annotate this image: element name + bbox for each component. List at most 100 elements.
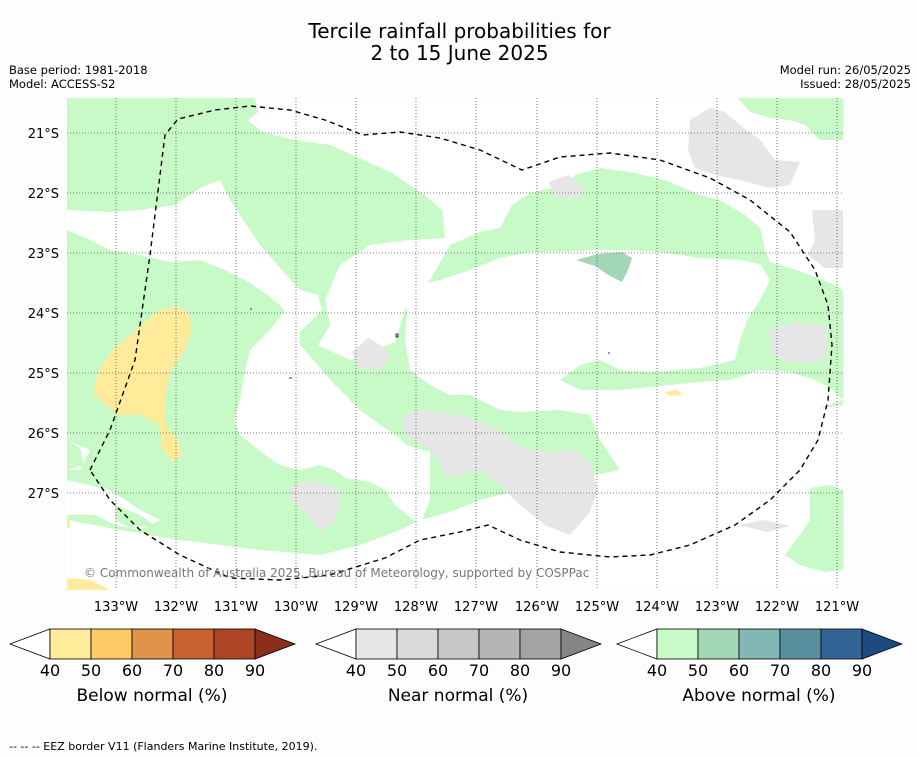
colorbar-under-triangle [8, 628, 51, 660]
copyright-text: © Commonwealth of Australia 2025, Bureau… [84, 566, 589, 580]
colorbar-segment [49, 628, 92, 660]
colorbar-over-triangle [861, 628, 904, 660]
near-normal-south-central [402, 410, 598, 535]
colorbar-segment [519, 628, 562, 660]
issued-date: Issued: 28/05/2025 [800, 77, 911, 91]
colorbar-tick-label: 60 [729, 661, 749, 680]
lon-label: 121°W [815, 600, 859, 615]
colorbar-segment [697, 628, 740, 660]
lon-label: 133°W [94, 600, 138, 615]
base-period: Base period: 1981-2018 [9, 63, 148, 77]
colorbar: 40 50 60 70 80 90 [8, 628, 297, 680]
colorbar-segment [656, 628, 699, 660]
lat-label: 21°S [28, 127, 59, 142]
neutral-region-east [405, 250, 843, 500]
map-title: Tercile rainfall probabilities for 2 to … [0, 20, 919, 64]
graticule [67, 98, 843, 590]
near-normal-south-west [290, 480, 342, 532]
below-normal-south [67, 578, 110, 590]
colorbar-under-triangle [615, 628, 658, 660]
colorbar-tick-label: 50 [81, 661, 101, 680]
above-normal-50-patch [576, 252, 632, 282]
below-normal-west [93, 307, 192, 462]
longitude-labels: 133°W 132°W 131°W 130°W 129°W 128°W 127°… [94, 600, 859, 615]
lat-label: 26°S [28, 427, 59, 442]
neutral-region-top [386, 98, 700, 150]
colorbar-segment [437, 628, 480, 660]
colorbar: 40 50 60 70 80 90 [615, 628, 904, 680]
colorbar-segment [738, 628, 781, 660]
meta-right: Model run: 26/05/2025 Issued: 28/05/2025 [780, 63, 911, 91]
lon-label: 127°W [454, 600, 498, 615]
island-1 [395, 333, 399, 338]
map-panel: © Commonwealth of Australia 2025, Bureau… [67, 98, 843, 590]
neutral-region-south [67, 405, 843, 590]
colorbar-title-below: Below normal (%) [76, 686, 228, 706]
colorbar-tick-label: 40 [40, 661, 60, 680]
colorbar-title-near: Near normal (%) [387, 686, 529, 706]
above-normal-patch-west [67, 235, 88, 470]
colorbar-segment [131, 628, 174, 660]
footer-note: -- -- -- EEZ border V11 (Flanders Marine… [9, 740, 318, 753]
colorbar-tick-label: 90 [852, 661, 872, 680]
colorbar-segment [213, 628, 256, 660]
below-normal-west-sliver [67, 517, 70, 528]
colorbar-segment [478, 628, 521, 660]
colorbar-segment [820, 628, 863, 660]
colorbar-tick-label: 90 [551, 661, 571, 680]
colorbar-segment [90, 628, 133, 660]
colorbar-tick-label: 60 [428, 661, 448, 680]
colorbar-tick-label: 70 [163, 661, 183, 680]
colorbar-segment [396, 628, 439, 660]
colorbar-segment [355, 628, 398, 660]
colorbar-tick-label: 90 [245, 661, 265, 680]
near-normal-ne-edge [808, 210, 843, 268]
eez-border [89, 105, 833, 581]
lon-label: 123°W [695, 600, 739, 615]
lon-label: 124°W [635, 600, 679, 615]
lon-label: 130°W [274, 600, 318, 615]
latitude-labels: 21°S 22°S 23°S 24°S 25°S 26°S 27°S [28, 127, 59, 502]
colorbar-segment [172, 628, 215, 660]
near-normal-east [768, 322, 828, 362]
lat-label: 27°S [28, 487, 59, 502]
colorbar-tick-label: 70 [770, 661, 790, 680]
colorbar-under-triangle [314, 628, 357, 660]
colorbar-tick-label: 70 [469, 661, 489, 680]
lon-label: 131°W [214, 600, 258, 615]
colorbar-group: 40 50 60 70 80 90 40 50 60 70 80 90 40 50 60 70 80 90 [8, 628, 904, 680]
model-run: Model run: 26/05/2025 [779, 63, 911, 77]
lon-label: 128°W [394, 600, 438, 615]
colorbar-over-triangle [560, 628, 603, 660]
title-line-2: 2 to 15 June 2025 [370, 41, 549, 65]
lon-label: 129°W [334, 600, 378, 615]
colorbar-tick-label: 80 [204, 661, 224, 680]
above-normal-patch-south-east [785, 485, 843, 572]
above-normal-patch-sw [115, 505, 155, 528]
near-normal-regions [290, 108, 843, 535]
lon-label: 122°W [755, 600, 799, 615]
colorbar-tick-label: 80 [510, 661, 530, 680]
lat-label: 25°S [28, 367, 59, 382]
colorbar-tick-label: 60 [122, 661, 142, 680]
colorbar-tick-label: 80 [811, 661, 831, 680]
neutral-region-west [67, 180, 430, 525]
below-normal-east-spot [664, 390, 684, 396]
above-normal-patch-ne [738, 98, 843, 140]
colorbar-tick-label: 40 [346, 661, 366, 680]
lon-label: 126°W [515, 600, 559, 615]
title-line-1: Tercile rainfall probabilities for [308, 19, 611, 43]
near-normal-north [548, 175, 585, 200]
near-normal-ne [688, 108, 800, 188]
colorbar-tick-label: 40 [647, 661, 667, 680]
model-name: Model: ACCESS-S2 [9, 77, 116, 91]
near-normal-south-east [738, 520, 790, 532]
islands [250, 308, 610, 379]
colorbar-over-triangle [254, 628, 297, 660]
colorbar: 40 50 60 70 80 90 [314, 628, 603, 680]
colorbar-segment [779, 628, 822, 660]
lon-label: 125°W [575, 600, 619, 615]
colorbar-title-above: Above normal (%) [682, 686, 836, 706]
neutral-region-sw [67, 440, 160, 530]
colorbar-tick-label: 50 [688, 661, 708, 680]
